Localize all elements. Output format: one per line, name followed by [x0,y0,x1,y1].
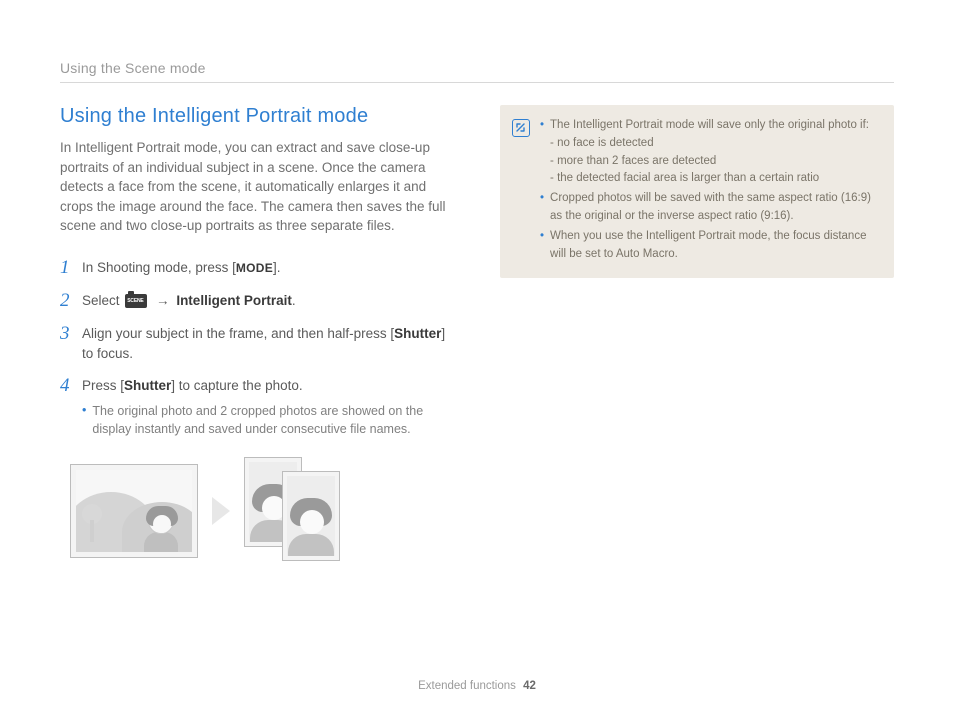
text: . [292,293,296,308]
info-sub-3: the detected facial area is larger than … [550,170,869,188]
step-2: 2 Select → Intelligent Portrait. [60,291,460,312]
info-sublist: no face is detected more than 2 faces ar… [550,135,869,188]
divider [60,82,894,83]
step-number: 4 [60,376,82,397]
step-number: 3 [60,324,82,345]
bullet-dot-icon: • [540,228,544,264]
step-4: 4 Press [Shutter] to capture the photo. … [60,376,460,439]
text: ] to capture the photo. [171,378,302,393]
breadcrumb: Using the Scene mode [60,60,894,76]
text: Align your subject in the frame, and the… [82,326,394,341]
step-sub-bullet: • The original photo and 2 cropped photo… [82,402,460,438]
text: When you use the Intelligent Portrait mo… [550,228,878,264]
mode-button-label: MODE [236,261,273,275]
step-text: Align your subject in the frame, and the… [82,324,460,365]
page-number: 42 [523,680,536,692]
steps-list: 1 In Shooting mode, press [MODE]. 2 Sele… [60,258,460,439]
text: Cropped photos will be saved with the sa… [550,190,878,226]
menu-item-label: Intelligent Portrait [176,293,292,308]
page-footer: Extended functions 42 [0,680,954,692]
info-list: • The Intelligent Portrait mode will sav… [540,117,878,266]
arrow-right-icon [212,497,230,525]
text: The Intelligent Portrait mode will save … [550,119,869,131]
step-text: In Shooting mode, press [MODE]. [82,258,281,278]
shutter-label: Shutter [394,326,441,341]
info-note-box: • The Intelligent Portrait mode will sav… [500,105,894,278]
left-column: Using the Intelligent Portrait mode In I… [60,105,460,565]
illustration [70,457,460,565]
info-sub-2: more than 2 faces are detected [550,153,869,171]
bullet-dot-icon: • [82,402,86,438]
text: Select [82,293,123,308]
bullet-dot-icon: • [540,117,544,188]
info-item-1: • The Intelligent Portrait mode will sav… [540,117,878,188]
text: Press [ [82,378,124,393]
note-icon [512,119,530,137]
intro-paragraph: In Intelligent Portrait mode, you can ex… [60,138,460,236]
footer-section: Extended functions [418,680,516,692]
content-columns: Using the Intelligent Portrait mode In I… [60,105,894,565]
cropped-photo-2 [282,471,340,561]
step-number: 2 [60,291,82,312]
step-text: Select → Intelligent Portrait. [82,291,296,311]
landscape-photo [76,470,192,552]
text: In Shooting mode, press [ [82,260,236,275]
shutter-label: Shutter [124,378,171,393]
step-number: 1 [60,258,82,279]
bullet-dot-icon: • [540,190,544,226]
step-1: 1 In Shooting mode, press [MODE]. [60,258,460,279]
info-item-2: • Cropped photos will be saved with the … [540,190,878,226]
right-column: • The Intelligent Portrait mode will sav… [500,105,894,565]
original-photo-frame [70,464,198,558]
scene-icon [125,294,147,308]
text: ]. [273,260,281,275]
info-sub-1: no face is detected [550,135,869,153]
cropped-photos-group [244,457,354,565]
section-title: Using the Intelligent Portrait mode [60,105,460,128]
info-item-3: • When you use the Intelligent Portrait … [540,228,878,264]
text: The original photo and 2 cropped photos … [92,402,460,438]
step-3: 3 Align your subject in the frame, and t… [60,324,460,365]
arrow-icon: → [156,293,170,308]
step-text: Press [Shutter] to capture the photo. • … [82,376,460,439]
